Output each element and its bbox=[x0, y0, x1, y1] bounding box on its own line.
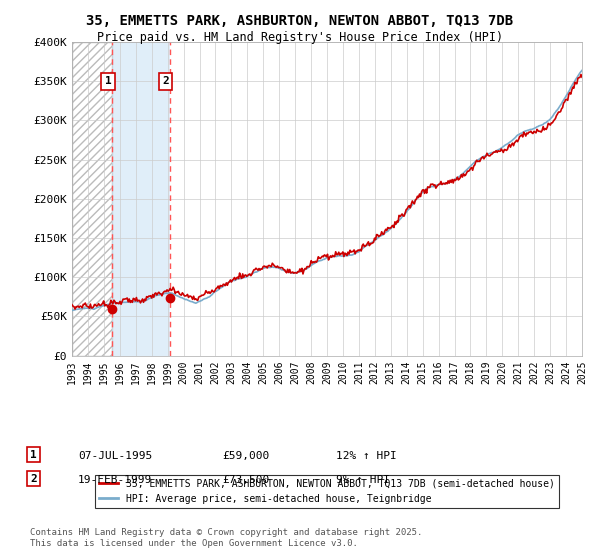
Text: 2: 2 bbox=[30, 474, 37, 484]
Text: £73,500: £73,500 bbox=[222, 475, 269, 486]
Text: 07-JUL-1995: 07-JUL-1995 bbox=[78, 451, 152, 461]
Text: 1: 1 bbox=[30, 450, 37, 460]
Text: 1: 1 bbox=[105, 76, 112, 86]
Text: Price paid vs. HM Land Registry's House Price Index (HPI): Price paid vs. HM Land Registry's House … bbox=[97, 31, 503, 44]
Text: 2: 2 bbox=[163, 76, 169, 86]
Text: 35, EMMETTS PARK, ASHBURTON, NEWTON ABBOT, TQ13 7DB: 35, EMMETTS PARK, ASHBURTON, NEWTON ABBO… bbox=[86, 14, 514, 28]
Bar bbox=[112, 42, 170, 356]
Text: £59,000: £59,000 bbox=[222, 451, 269, 461]
Text: Contains HM Land Registry data © Crown copyright and database right 2025.
This d: Contains HM Land Registry data © Crown c… bbox=[30, 528, 422, 548]
Legend: 35, EMMETTS PARK, ASHBURTON, NEWTON ABBOT, TQ13 7DB (semi-detached house), HPI: : 35, EMMETTS PARK, ASHBURTON, NEWTON ABBO… bbox=[95, 475, 559, 507]
Text: 12% ↑ HPI: 12% ↑ HPI bbox=[336, 451, 397, 461]
Text: 9% ↑ HPI: 9% ↑ HPI bbox=[336, 475, 390, 486]
Bar bbox=[72, 42, 112, 356]
Text: 19-FEB-1999: 19-FEB-1999 bbox=[78, 475, 152, 486]
